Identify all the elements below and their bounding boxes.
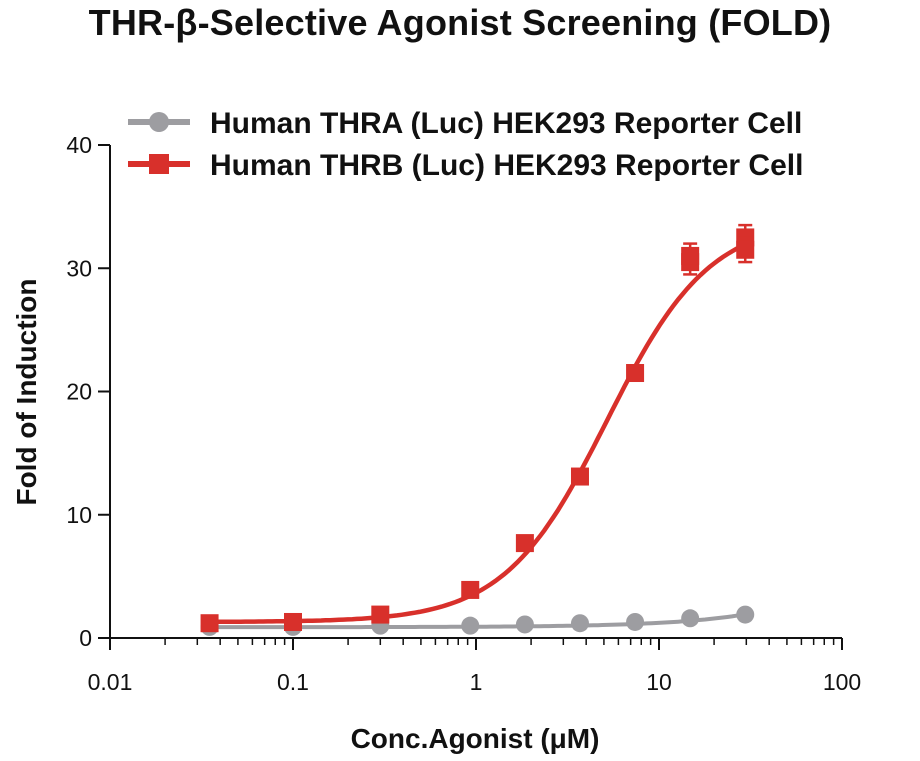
- thrb-data-point: [284, 612, 302, 631]
- y-tick-label: 0: [79, 625, 92, 651]
- thra-data-point: [570, 614, 589, 633]
- thrb-data-point: [200, 614, 219, 633]
- x-tick-label: 10: [646, 669, 672, 695]
- legend-label: Human THRB (Luc) HEK293 Reporter Cell: [210, 149, 803, 182]
- thra-data-point: [515, 615, 534, 634]
- x-tick-label: 100: [823, 669, 861, 695]
- y-tick-label: 30: [66, 255, 92, 281]
- y-tick-label: 40: [66, 132, 92, 158]
- thrb-data-point: [515, 534, 534, 553]
- thra-data-point: [626, 612, 645, 631]
- thra-data-point: [681, 609, 700, 628]
- thra-data-point: [461, 616, 480, 635]
- legend: Human THRA (Luc) HEK293 Reporter Cell Hum…: [128, 107, 803, 182]
- x-tick-label: 0.01: [88, 669, 133, 695]
- thra-data-point: [736, 605, 755, 624]
- fit-curves: [209, 242, 747, 630]
- thrb-data-point: [626, 364, 645, 383]
- legend-label: Human THRA (Luc) HEK293 Reporter Cell: [210, 107, 802, 140]
- thrb-fit-curve: [209, 242, 747, 625]
- legend-marker-circle: [149, 112, 169, 132]
- y-tick-label: 10: [66, 502, 92, 528]
- y-axis-title: Fold of Induction: [11, 278, 42, 505]
- y-tick-label: 20: [66, 379, 92, 405]
- thrb-data-point: [736, 240, 755, 259]
- thrb-data-point: [681, 246, 700, 265]
- thrb-data-point: [371, 605, 390, 624]
- thrb-data-point: [461, 580, 480, 599]
- data-points: [200, 223, 755, 636]
- x-axis-title: Conc.Agonist (μM): [351, 723, 600, 754]
- legend-marker-square: [149, 154, 169, 174]
- x-tick-label: 0.1: [277, 669, 309, 695]
- x-tick-label: 1: [470, 669, 483, 695]
- thrb-data-point: [570, 467, 589, 486]
- axes: 0.01 0.1 1 10 100 0 10 20 30 40: [66, 132, 861, 695]
- chart-title: THR-β-Selective Agonist Screening (FOLD): [88, 2, 832, 43]
